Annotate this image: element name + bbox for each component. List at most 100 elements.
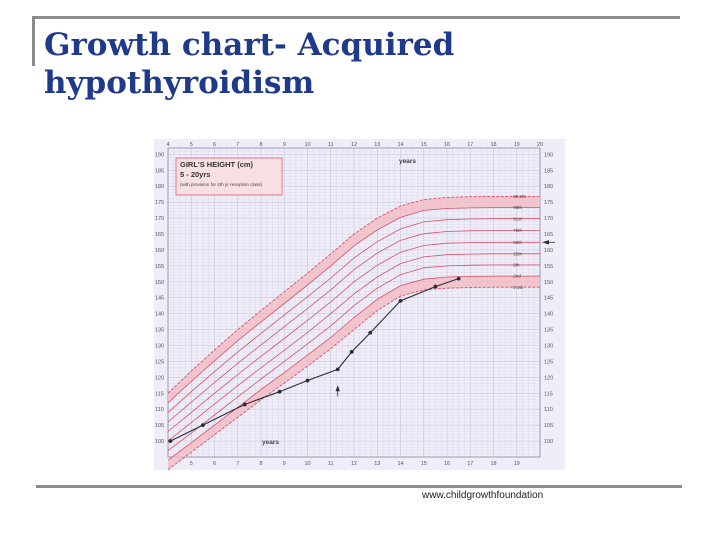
x-tick-label-bottom: 14	[397, 461, 403, 467]
y-tick-label-left: 170	[155, 216, 164, 222]
x-tick-label-bottom: 7	[236, 461, 239, 467]
x-tick-label-top: 14	[397, 142, 403, 148]
x-tick-label-bottom: 12	[351, 461, 357, 467]
x-tick-label-bottom: 10	[304, 461, 310, 467]
title-top-rule	[32, 16, 680, 19]
x-tick-label-bottom: 16	[444, 461, 450, 467]
centile-label: 9th	[513, 263, 520, 268]
y-tick-label-right: 100	[544, 439, 553, 445]
y-tick-label-left: 155	[155, 264, 164, 270]
patient-point	[433, 284, 438, 289]
centile-label: 50th	[513, 240, 522, 245]
x-tick-label-top: 8	[259, 142, 262, 148]
centile-line	[167, 275, 540, 461]
y-tick-label-left: 135	[155, 328, 164, 334]
y-tick-label-right: 120	[544, 375, 553, 381]
centile-label: 25th	[513, 251, 522, 256]
y-tick-label-left: 140	[155, 312, 164, 318]
x-tick-label-top: 16	[444, 142, 450, 148]
y-tick-label-right: 145	[544, 296, 553, 302]
y-tick-label-left: 145	[155, 296, 164, 302]
x-tick-label-bottom: 17	[467, 461, 473, 467]
y-tick-label-right: 160	[544, 248, 553, 254]
title-left-rule	[32, 16, 35, 66]
centile-line	[167, 207, 540, 404]
y-tick-label-left: 120	[155, 375, 164, 381]
y-tick-label-right: 140	[544, 312, 553, 318]
y-tick-label-left: 180	[155, 184, 164, 190]
x-tick-label-top: 10	[304, 142, 310, 148]
x-tick-label-top: 4	[166, 142, 169, 148]
y-tick-label-right: 155	[544, 264, 553, 270]
y-tick-label-left: 160	[155, 248, 164, 254]
chart-label-box: GIRL'S HEIGHT (cm) 5 - 20yrs (with provi…	[175, 157, 283, 196]
centile-label: 0.4th	[513, 285, 524, 290]
x-tick-label-bottom: 19	[514, 461, 520, 467]
x-tick-label-top: 6	[213, 142, 216, 148]
y-tick-label-left: 105	[155, 423, 164, 429]
label-box-frame	[175, 157, 283, 196]
x-tick-label-bottom: 5	[190, 461, 193, 467]
patient-point	[200, 423, 205, 428]
x-tick-label-bottom: 18	[490, 461, 496, 467]
y-tick-label-right: 175	[544, 200, 553, 206]
centile-line	[167, 253, 540, 442]
source-caption: www.childgrowthfoundation	[422, 490, 544, 501]
centile-line	[167, 230, 540, 423]
x-axis-label-top: years	[399, 158, 416, 165]
y-tick-label-left: 130	[155, 344, 164, 350]
centile-line	[167, 264, 540, 451]
x-tick-label-top: 9	[283, 142, 286, 148]
centile-label: 75th	[513, 228, 522, 233]
treatment-marker-arrow	[335, 385, 340, 392]
x-tick-label-top: 19	[514, 142, 520, 148]
centile-line	[167, 218, 540, 413]
patient-point	[305, 378, 310, 383]
x-tick-label-top: 13	[374, 142, 380, 148]
centile-line	[167, 195, 540, 394]
y-tick-label-left: 185	[155, 168, 164, 174]
x-tick-label-top: 17	[467, 142, 473, 148]
y-tick-label-right: 185	[544, 168, 553, 174]
y-tick-label-right: 150	[544, 280, 553, 286]
patient-point	[242, 402, 247, 407]
patient-point	[335, 367, 340, 372]
patient-point	[456, 276, 461, 281]
patient-point	[398, 299, 403, 303]
y-tick-label-left: 165	[155, 232, 164, 238]
y-tick-label-left: 150	[155, 280, 164, 286]
x-tick-label-top: 11	[328, 142, 334, 148]
x-tick-label-bottom: 11	[328, 461, 334, 467]
centile-label: 91st	[513, 216, 522, 221]
x-tick-label-bottom: 13	[374, 461, 380, 467]
patient-point	[368, 330, 373, 335]
centile-line	[167, 241, 540, 432]
y-tick-label-right: 180	[544, 184, 553, 190]
y-tick-label-right: 125	[544, 359, 553, 365]
centile-label: 98th	[513, 205, 522, 210]
x-tick-label-top: 7	[236, 142, 239, 148]
y-tick-label-right: 130	[544, 344, 553, 350]
x-tick-label-top: 20	[537, 142, 543, 148]
footer-rule	[36, 485, 682, 488]
centile-bands	[168, 196, 540, 470]
y-tick-label-left: 110	[155, 407, 164, 413]
x-tick-label-bottom: 9	[283, 461, 286, 467]
y-tick-label-left: 125	[155, 359, 164, 365]
x-tick-label-top: 18	[490, 142, 496, 148]
centile-line	[167, 286, 540, 470]
chart-subtitle: 5 - 20yrs	[180, 170, 210, 179]
y-tick-label-right: 105	[544, 423, 553, 429]
x-tick-label-bottom: 8	[259, 461, 262, 467]
y-tick-label-right: 165	[544, 232, 553, 238]
upper-centile-band	[168, 196, 540, 403]
x-tick-label-top: 15	[421, 142, 427, 148]
centile-lines: 0.4th 2nd 9th 25th 50th 75th 91st 98th 99.6th	[167, 194, 540, 470]
y-tick-label-left: 175	[155, 200, 164, 206]
chart-title: GIRL'S HEIGHT (cm)	[180, 160, 254, 169]
patient-series	[168, 240, 555, 443]
x-tick-label-top: 5	[190, 142, 193, 148]
y-tick-label-right: 115	[544, 391, 553, 397]
y-tick-label-right: 190	[544, 152, 553, 158]
